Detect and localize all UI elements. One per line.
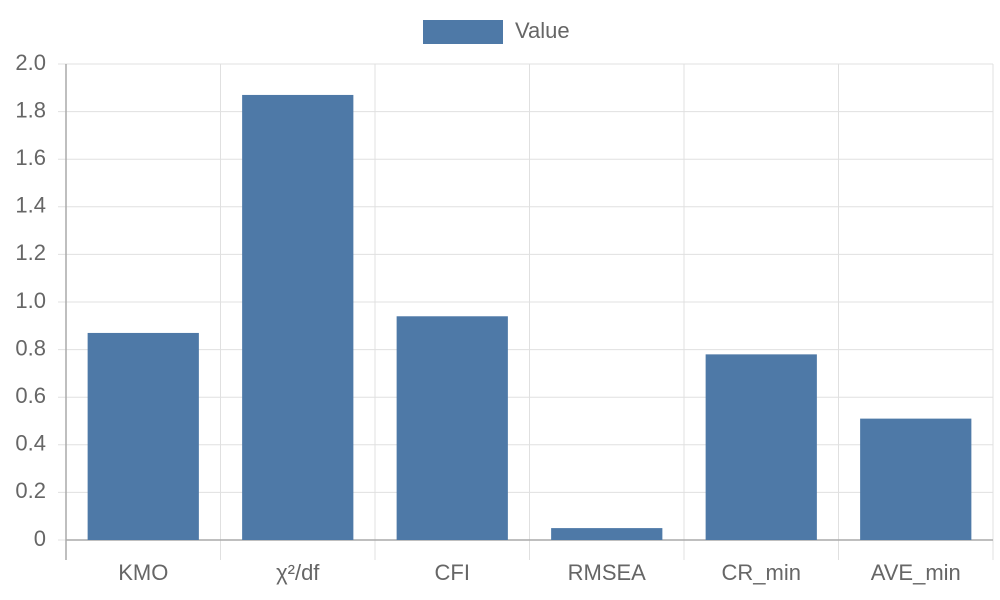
y-tick-label: 1.8	[15, 97, 46, 122]
x-tick-label: χ²/df	[276, 560, 320, 585]
y-tick-label: 0.6	[15, 383, 46, 408]
y-tick-label: 1.2	[15, 240, 46, 265]
legend-swatch	[423, 20, 503, 44]
bar	[242, 94, 354, 540]
x-tick-label: RMSEA	[568, 560, 647, 585]
bar	[860, 418, 972, 540]
y-tick-label: 1.0	[15, 288, 46, 313]
y-tick-label: 0.2	[15, 478, 46, 503]
y-tick-label: 0.8	[15, 335, 46, 360]
y-tick-label: 1.4	[15, 193, 46, 218]
x-tick-label: CR_min	[722, 560, 801, 585]
x-tick-label: KMO	[118, 560, 168, 585]
y-tick-label: 1.6	[15, 145, 46, 170]
y-tick-label: 0	[34, 526, 46, 551]
y-tick-label: 0.4	[15, 431, 46, 456]
legend-label: Value	[515, 18, 570, 43]
bar	[396, 316, 508, 540]
x-tick-label: AVE_min	[871, 560, 961, 585]
bar	[705, 354, 817, 540]
y-tick-label: 2.0	[15, 50, 46, 75]
x-tick-label: CFI	[435, 560, 470, 585]
bar	[551, 528, 663, 540]
bar	[87, 332, 199, 540]
